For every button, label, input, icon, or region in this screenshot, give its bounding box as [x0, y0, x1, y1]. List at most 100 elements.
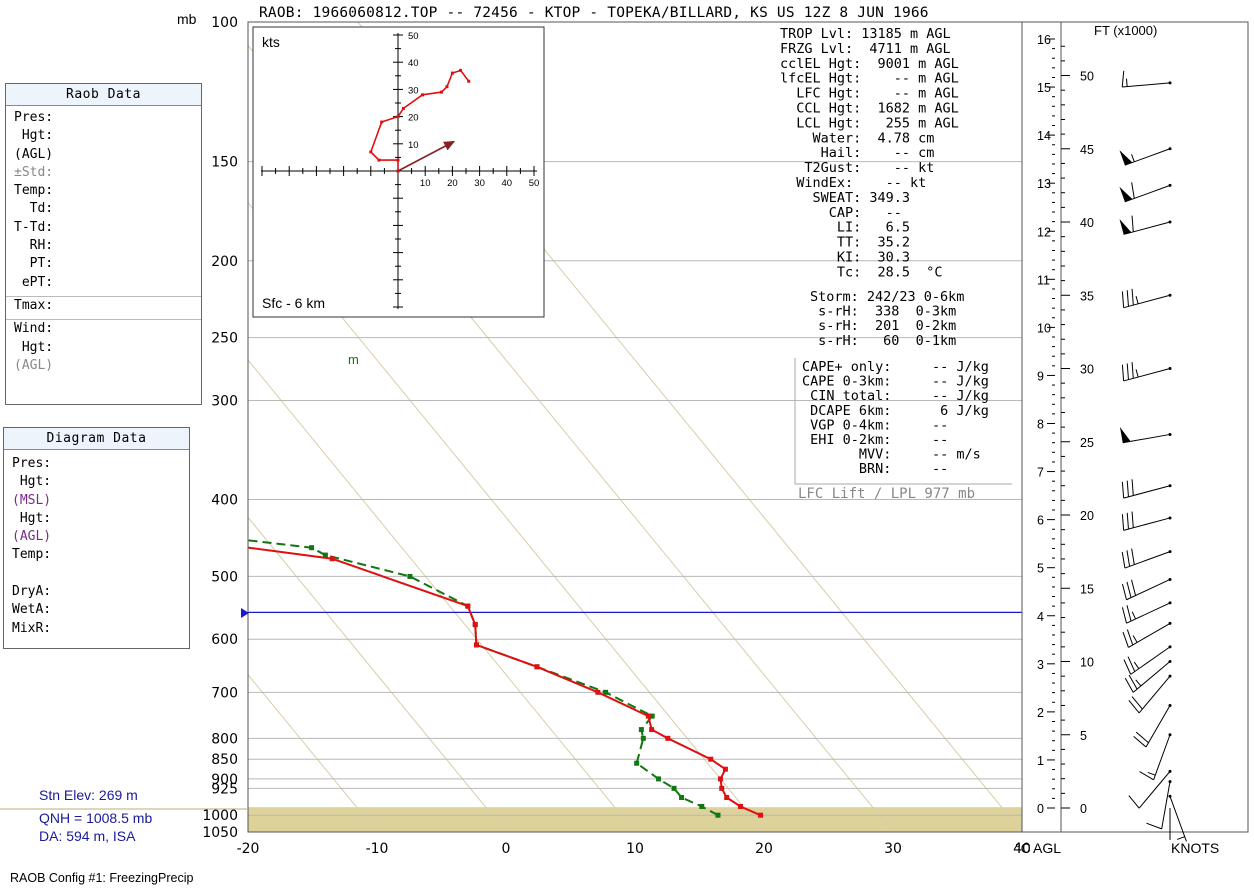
- temperature-point: [188, 538, 193, 543]
- barb-origin: [1168, 780, 1172, 784]
- isotherm-line: [248, 831, 249, 832]
- raob-data-panel: Raob Data Pres: Hgt: (AGL) ±Std: Temp: T…: [5, 83, 202, 405]
- barb-origin: [1168, 645, 1172, 649]
- temperature-trace: [188, 538, 764, 818]
- barb-origin: [1168, 769, 1172, 773]
- dewpoint-point: [679, 795, 685, 801]
- barb-origin: [1168, 733, 1172, 737]
- barb-origin: [1168, 794, 1172, 798]
- kft-label: 20: [1080, 509, 1094, 523]
- temperature-point: [724, 795, 730, 801]
- barb-feather: [1131, 548, 1135, 565]
- wind-barb: [1119, 182, 1172, 203]
- temperature-axis: -20 -10 0 10 20 30 40: [237, 841, 1031, 857]
- barb-feather: [1128, 700, 1140, 714]
- barb-origin: [1168, 293, 1172, 297]
- km-label: 7: [1037, 466, 1044, 480]
- barb-feather: [1121, 70, 1125, 88]
- kft-label: 0: [1080, 802, 1087, 816]
- barb-origin: [1168, 367, 1172, 371]
- kft-label: 15: [1080, 582, 1094, 596]
- barb-feather: [1133, 736, 1147, 748]
- dewpoint-point: [699, 803, 705, 809]
- temperature-point: [473, 642, 479, 648]
- station-qnh: QNH = 1008.5 mb: [39, 810, 152, 826]
- pressure-tick-label: 925: [211, 781, 238, 797]
- barb-staff: [1161, 781, 1171, 829]
- barb-feather: [1128, 795, 1140, 809]
- hodograph-x-tick-label: 10: [420, 178, 431, 189]
- hodograph-point: [377, 158, 381, 162]
- dewpoint-point: [603, 689, 609, 695]
- hodograph-inset[interactable]: 10 10 20 20 30 30 40 40 50 50 kts Sfc - 6 km: [252, 26, 545, 318]
- barb-flag: [1119, 186, 1133, 202]
- temperature-tick-label: 10: [626, 841, 644, 857]
- raob-data-title: Raob Data: [6, 84, 201, 106]
- km-label: 12: [1037, 225, 1051, 239]
- hodograph-y-tick-label: 30: [408, 85, 419, 96]
- chart-title: RAOB: 1966060812.TOP -- 72456 - KTOP - T…: [259, 5, 929, 21]
- raob-row-temp: Temp:: [14, 183, 54, 199]
- index-line: CAP: --: [780, 205, 902, 221]
- temperature-point: [708, 756, 714, 762]
- barb-feather: [1126, 581, 1132, 598]
- pressure-tick-label: 900: [211, 772, 238, 788]
- barb-feather: [1135, 731, 1149, 744]
- barb-origin: [1168, 147, 1172, 151]
- hodograph-point: [445, 85, 449, 89]
- freezing-level-marker: [241, 608, 249, 618]
- cape-line: CAPE 0-3km: -- J/kg: [802, 374, 989, 390]
- hodograph-point: [420, 93, 424, 97]
- barb-feather: [1131, 579, 1137, 596]
- diagram-row-agl: (AGL): [12, 529, 52, 545]
- raob-row-t-td: T-Td:: [14, 219, 54, 235]
- temperature-tick-label: 20: [755, 841, 773, 857]
- index-line: LFC Hgt: -- m AGL: [780, 86, 959, 102]
- dewpoint-point: [407, 573, 413, 579]
- barb-feather: [1126, 290, 1129, 307]
- diagram-row-mixr: MixR:: [12, 620, 52, 636]
- pressure-tick-label: 200: [211, 254, 238, 270]
- barb-feather: [1127, 656, 1136, 672]
- hodograph-point: [396, 158, 400, 162]
- wind-barbs: [1119, 70, 1187, 842]
- hodograph-trace: [369, 68, 471, 173]
- hodograph-point: [369, 150, 373, 154]
- temperature-point: [534, 664, 540, 670]
- wind-barb: [1119, 147, 1172, 166]
- temperature-point: [737, 803, 743, 809]
- barb-feather: [1126, 550, 1131, 567]
- kft-label: 25: [1080, 436, 1094, 450]
- barb-flag: [1119, 218, 1132, 235]
- pressure-tick-label: 100: [211, 15, 238, 31]
- hodograph-x-tick-label: 30: [474, 178, 485, 189]
- cape-line: MVV: -- m/s: [802, 447, 981, 463]
- barb-half-feather: [1135, 679, 1142, 687]
- ground-fill: [248, 807, 1022, 832]
- config-label: RAOB Config #1: FreezingPrecip: [10, 871, 193, 885]
- wind-barb: [1121, 479, 1172, 499]
- wind-barb: [1121, 70, 1172, 88]
- isotherm-line: [248, 673, 378, 832]
- barb-half-feather: [1177, 836, 1185, 840]
- hodograph-point: [450, 71, 454, 75]
- barb-staff: [1123, 221, 1171, 235]
- raob-row-wind: Wind:: [6, 319, 201, 338]
- barb-half-feather: [1135, 295, 1139, 304]
- dewpoint-point: [109, 522, 114, 527]
- kft-label: 30: [1080, 363, 1094, 377]
- pressure-tick-label: 250: [211, 331, 238, 347]
- barb-staff: [1169, 796, 1187, 842]
- barb-feather: [1121, 514, 1125, 531]
- storm-block: Storm: 242/23 0-6km s-rH: 338 0-3km s-rH…: [810, 289, 964, 349]
- diagram-row-hgt: Hgt:: [12, 474, 52, 490]
- hodograph-layer-label: Sfc - 6 km: [262, 295, 325, 311]
- barb-feather: [1126, 605, 1132, 622]
- station-density-altitude: DA: 594 m, ISA: [39, 828, 136, 844]
- hodograph-y-tick-label: 20: [408, 113, 419, 124]
- deg-c-label: °C: [1015, 840, 1031, 856]
- barb-origin: [1168, 516, 1172, 520]
